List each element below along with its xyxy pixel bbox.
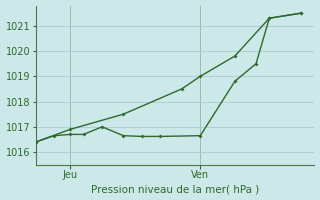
X-axis label: Pression niveau de la mer( hPa ): Pression niveau de la mer( hPa )	[91, 184, 259, 194]
